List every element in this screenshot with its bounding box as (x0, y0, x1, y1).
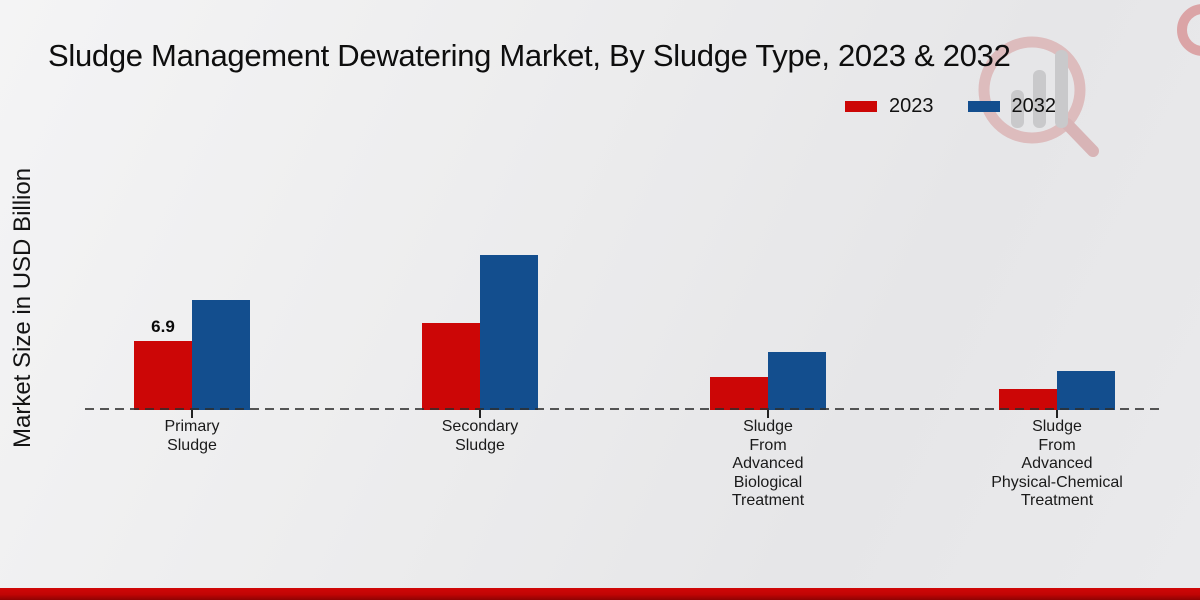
category-label-2: Sludge From Advanced Biological Treatment (731, 418, 805, 509)
market-research-logo-watermark (975, 2, 1200, 162)
legend: 2023 2032 (845, 95, 1056, 118)
x-axis-tick (479, 410, 481, 418)
legend-swatch-2023 (845, 101, 877, 112)
chart-title: Sludge Management Dewatering Market, By … (48, 38, 1011, 73)
category-label-3: Sludge From Advanced Physical-Chemical Treat… (991, 418, 1123, 509)
legend-label-2032: 2032 (1011, 95, 1057, 117)
bar-2032-category-2 (768, 352, 826, 410)
bar-2023-category-3 (999, 389, 1057, 410)
bar-value-label: 6.9 (151, 317, 175, 336)
x-axis-tick (767, 410, 769, 418)
legend-label-2023: 2023 (889, 95, 934, 117)
category-label-0: Primary Sludge (164, 418, 220, 454)
magnifier-bars-logo-icon (978, 4, 1200, 157)
bar-2023-category-0 (134, 341, 192, 410)
bar-2032-category-1 (480, 255, 538, 410)
category-label-1: Secondary Sludge (441, 418, 519, 454)
footer-accent-bar (0, 588, 1200, 600)
x-axis-baseline (85, 408, 1165, 410)
legend-swatch-2032 (967, 101, 1000, 112)
bar-2032-category-3 (1057, 371, 1115, 410)
bar-2023-category-1 (422, 323, 480, 410)
bar-2032-category-0 (192, 300, 250, 410)
bar-2023-category-2 (710, 377, 768, 410)
x-axis-tick (191, 410, 193, 418)
x-axis-tick (1056, 410, 1058, 418)
